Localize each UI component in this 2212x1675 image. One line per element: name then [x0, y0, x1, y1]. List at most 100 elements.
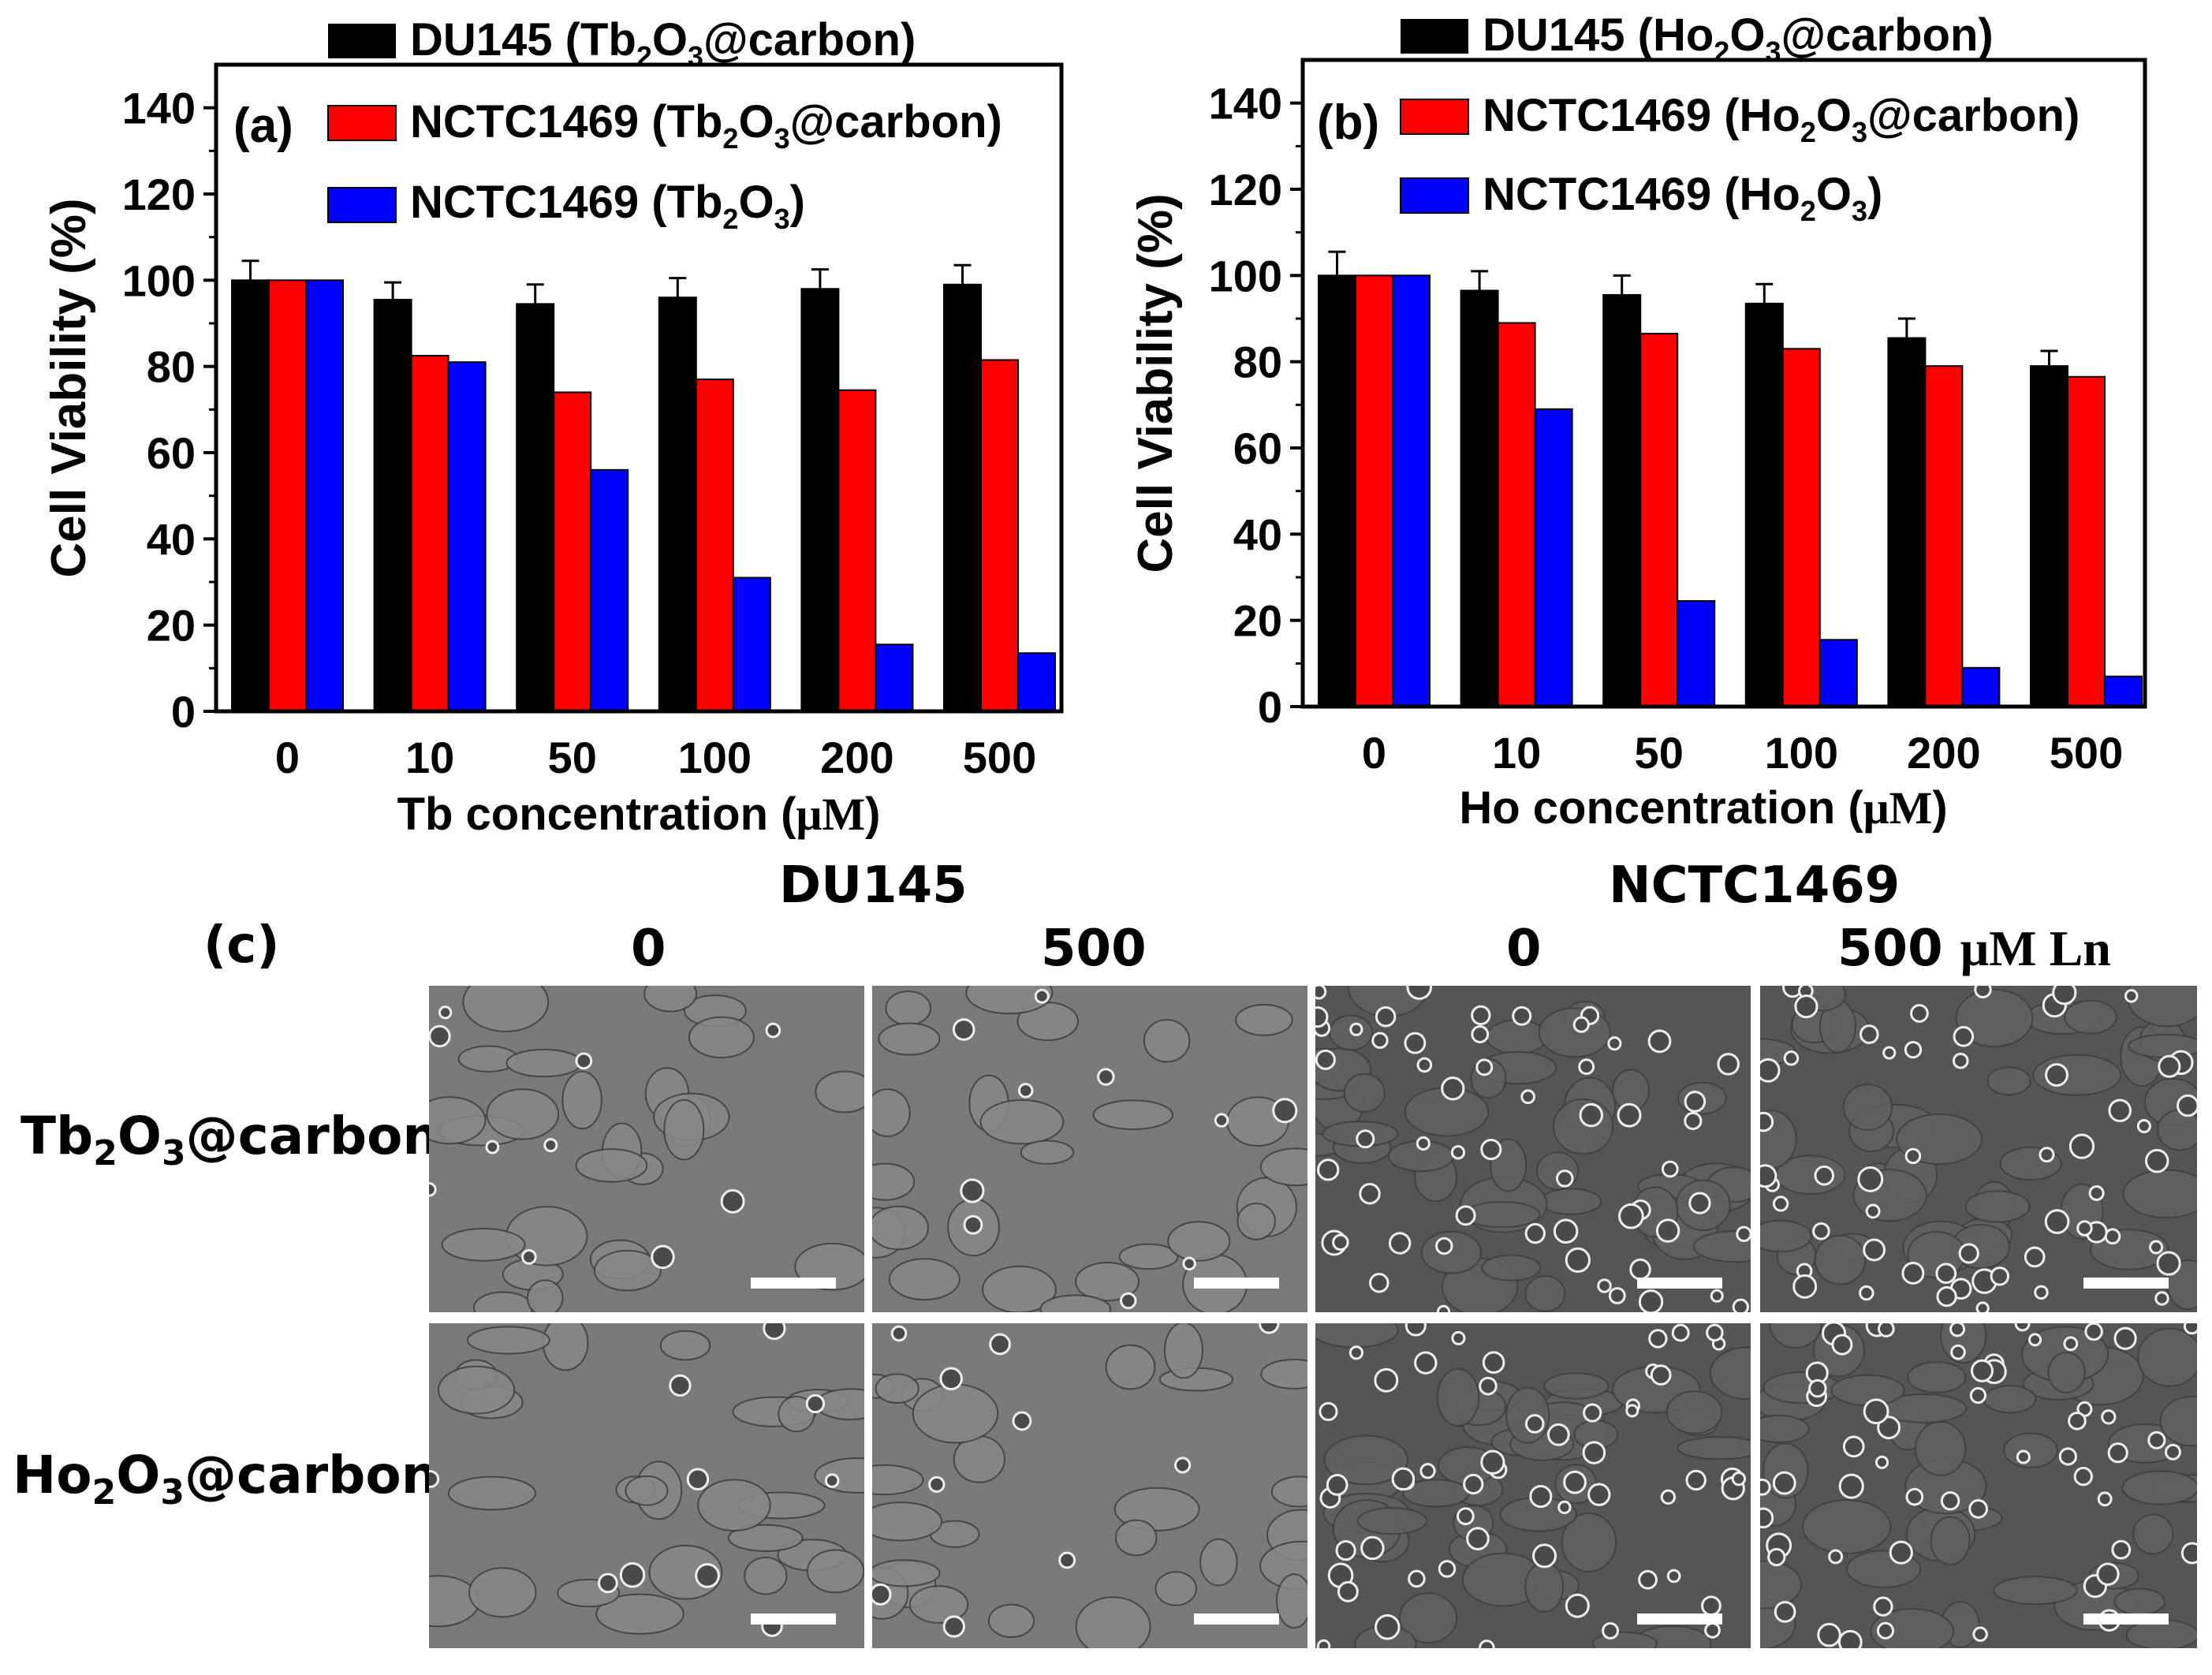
- micrograph-texture: [1315, 986, 1751, 1312]
- chart-b: 0 20 40 60 80 100 120 140 0 10 50 100 200 500 (b) Ce…: [1128, 9, 2147, 834]
- bar-200-series-3: [875, 644, 914, 712]
- ytick-label-120: 120: [1209, 165, 1282, 215]
- xtick-label-100: 100: [678, 733, 752, 782]
- chart-b-ylabel: Cell Viability (%): [1128, 193, 1183, 573]
- micrograph-tb-nctc-500: [1760, 986, 2197, 1312]
- micrograph-ho-nctc-500: [1760, 1323, 2197, 1648]
- scale-bar: [751, 1278, 836, 1289]
- group-header-nctc1469: NCTC1469: [1609, 856, 1901, 915]
- xtick-label-10: 10: [405, 733, 454, 782]
- xtick-label-500: 500: [963, 733, 1036, 782]
- xtick-label-200: 200: [1907, 728, 1980, 778]
- bar-500-series-3: [1017, 652, 1056, 713]
- bar-10-series-1: [373, 298, 412, 712]
- micrograph-texture: [429, 986, 864, 1312]
- legend-swatch-nctc-carbon: [327, 105, 397, 141]
- chart-b-yticks: 0 20 40 60 80 100 120 140: [1209, 79, 1303, 732]
- scale-bar: [2083, 1613, 2169, 1625]
- xtick-label-0: 0: [1362, 728, 1386, 778]
- column-header-unit: μM Ln: [1960, 920, 2111, 976]
- error-bar-10: [384, 281, 402, 300]
- column-header-du145-0: 0: [631, 920, 666, 978]
- scale-bar: [1194, 1278, 1279, 1289]
- ytick-label-0: 0: [1258, 682, 1282, 732]
- bar-10-series-3: [1534, 408, 1573, 707]
- error-bar-200: [1897, 317, 1915, 338]
- chart-a-xticks: 0 10 50 100 200 500: [275, 733, 1036, 782]
- legend-label-nctc-ho-carbon: NCTC1469 (Ho2O3@carbon): [1483, 90, 2080, 148]
- chart-a-xlabel: Tb concentration (μM): [397, 789, 881, 840]
- row-label-ho: Ho2O3@carbon: [13, 1445, 438, 1513]
- row-label-tb: Tb2O3@carbon: [21, 1106, 440, 1174]
- ytick-label-140: 140: [1209, 79, 1282, 129]
- bar-0-series-1: [231, 279, 270, 713]
- bar-500-series-2: [980, 359, 1019, 712]
- scale-bar: [1194, 1613, 1279, 1625]
- micrograph-texture: [872, 986, 1307, 1312]
- bar-50-series-2: [1639, 333, 1679, 707]
- micrograph-texture: [429, 1323, 864, 1648]
- bar-0-series-3: [1392, 274, 1431, 708]
- micrograph-texture: [1760, 1323, 2197, 1648]
- bar-50-series-1: [516, 303, 555, 712]
- bar-10-series-2: [410, 355, 449, 712]
- chart-a-panel-label: (a): [233, 99, 293, 153]
- error-bar-200: [811, 268, 829, 289]
- ytick-label-60: 60: [147, 428, 196, 478]
- bar-500-series-3: [2104, 675, 2143, 708]
- bar-200-series-2: [1924, 365, 1964, 707]
- error-bar-100: [1755, 282, 1774, 304]
- group-header-du145: DU145: [779, 856, 968, 915]
- chart-b-xlabel: Ho concentration (μM): [1459, 782, 1947, 834]
- error-bar-100: [669, 277, 687, 298]
- column-header-nctc-500: 500 μM Ln: [1837, 920, 2111, 978]
- legend-label-du145: DU145 (Tb2O3@carbon): [410, 14, 916, 73]
- ytick-label-100: 100: [1209, 251, 1282, 300]
- bar-200-series-1: [1887, 337, 1927, 707]
- bar-100-series-3: [1818, 639, 1858, 707]
- micrograph-texture: [872, 1323, 1307, 1648]
- error-bar-10: [1471, 270, 1489, 291]
- bar-10-series-3: [447, 361, 487, 712]
- column-header-nctc-500-value: 500: [1837, 920, 1943, 978]
- legend-swatch-du145-ho: [1401, 19, 1468, 54]
- xtick-label-200: 200: [820, 733, 893, 782]
- legend-swatch-du145: [328, 24, 396, 58]
- legend-label-du145-ho: DU145 (Ho2O3@carbon): [1483, 9, 1994, 68]
- ytick-label-20: 20: [147, 601, 196, 651]
- bar-500-series-1: [943, 283, 982, 712]
- error-bar-0: [241, 259, 259, 281]
- bar-0-series-3: [305, 279, 344, 713]
- panel-c-label: (c): [203, 916, 280, 975]
- scale-bar: [1637, 1613, 1722, 1625]
- ytick-label-20: 20: [1233, 596, 1282, 646]
- ytick-label-120: 120: [122, 170, 196, 219]
- legend-swatch-nctc-ho-carbon: [1400, 99, 1469, 135]
- bar-50-series-3: [1677, 600, 1716, 707]
- bar-200-series-1: [800, 288, 840, 712]
- chart-b-axes-frame: [1300, 58, 2147, 709]
- bar-10-series-2: [1497, 322, 1536, 707]
- ytick-label-0: 0: [171, 687, 196, 737]
- xtick-label-50: 50: [548, 733, 597, 782]
- bar-200-series-2: [837, 389, 877, 712]
- micrograph-tb-nctc-0: [1315, 986, 1751, 1312]
- ytick-label-60: 60: [1233, 423, 1282, 473]
- micrograph-ho-du145-500: [872, 1323, 1307, 1648]
- bar-500-series-2: [2067, 375, 2106, 707]
- bar-100-series-2: [1781, 348, 1821, 707]
- legend-swatch-nctc-oxide: [327, 187, 397, 223]
- error-bar-500: [953, 263, 972, 285]
- micrograph-texture: [1760, 986, 2197, 1312]
- bar-200-series-3: [1961, 666, 2001, 707]
- xtick-label-50: 50: [1635, 728, 1684, 778]
- bar-0-series-2: [268, 279, 307, 713]
- chart-b-xticks: 0 10 50 100 200 500: [1362, 728, 2123, 778]
- micrograph-tb-du145-0: [429, 986, 864, 1312]
- legend-label-nctc-oxide: NCTC1469 (Tb2O3): [410, 177, 805, 235]
- micrograph-tb-du145-500: [872, 986, 1307, 1312]
- micrograph-texture: [1315, 1323, 1751, 1648]
- micrograph-ho-nctc-0: [1315, 1323, 1751, 1648]
- chart-a-yticks: 0 20 40 60 80 100 120 140: [122, 84, 216, 737]
- chart-a-errorbars: [241, 259, 972, 304]
